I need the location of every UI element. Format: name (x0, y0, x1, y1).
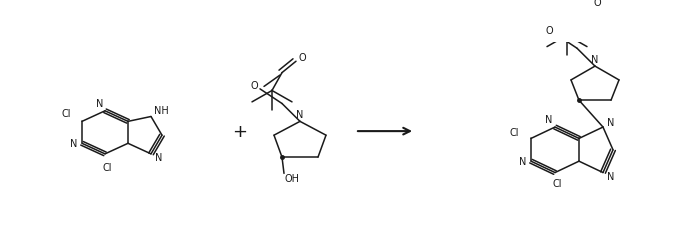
Text: O: O (298, 53, 306, 63)
Text: N: N (608, 118, 615, 128)
Text: N: N (70, 139, 78, 149)
Text: N: N (519, 156, 526, 166)
Text: N: N (155, 153, 162, 162)
Text: N: N (545, 114, 553, 124)
Text: O: O (545, 25, 553, 35)
Text: Cl: Cl (62, 109, 71, 119)
Text: O: O (250, 80, 258, 90)
Text: +: + (232, 123, 248, 141)
Text: Cl: Cl (552, 178, 561, 188)
Text: NH: NH (153, 106, 169, 116)
Text: N: N (592, 54, 598, 64)
Text: Cl: Cl (102, 162, 112, 172)
Text: O: O (593, 0, 601, 8)
Text: N: N (296, 110, 304, 120)
Text: N: N (608, 171, 615, 181)
Text: OH: OH (284, 173, 300, 183)
Text: N: N (97, 98, 104, 108)
Text: Cl: Cl (510, 127, 519, 137)
